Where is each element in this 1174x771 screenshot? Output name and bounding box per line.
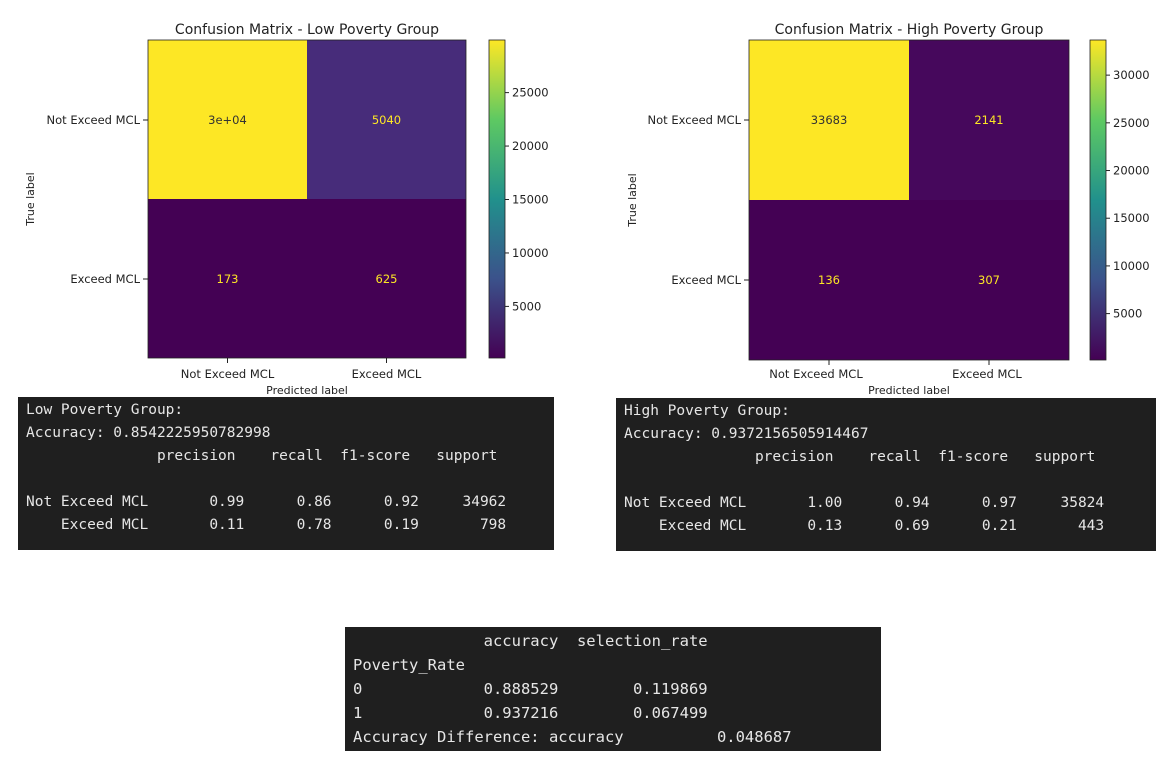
chart-title: Confusion Matrix - High Poverty Group: [775, 22, 1044, 38]
y-axis-label: True label: [24, 172, 37, 226]
colorbar-tick-label: 15000: [512, 193, 549, 207]
x-axis-label: Predicted label: [266, 384, 348, 397]
colorbar-ticks: 5000 10000 15000 20000 25000 30000: [1106, 68, 1150, 321]
metrics-line: Poverty_Rate: [353, 656, 465, 674]
cell-1-0: [749, 200, 909, 360]
confusion-matrix-high: Confusion Matrix - High Poverty Group 33…: [626, 22, 1150, 397]
colorbar-ticks: 5000 10000 15000 20000 25000: [505, 86, 549, 313]
cells: [749, 40, 1069, 360]
colorbar-tick-label: 5000: [512, 299, 541, 313]
colorbar-tick-label: 10000: [512, 246, 549, 260]
cell-label-0-1: 2141: [974, 113, 1003, 127]
colorbar-tick-label: 20000: [1113, 164, 1150, 178]
x-tick-label-0: Not Exceed MCL: [769, 367, 863, 381]
report-line: Accuracy: 0.9372156505914467: [624, 426, 869, 442]
report-line: Exceed MCL 0.11 0.78 0.19 798: [26, 517, 507, 533]
confusion-matrix-low: Confusion Matrix - Low Poverty Group 3e+…: [24, 22, 549, 397]
y-tick-label-1: Exceed MCL: [70, 272, 140, 286]
y-tick-label-1: Exceed MCL: [671, 273, 741, 287]
colorbar: [488, 39, 506, 359]
cell-0-0: [749, 40, 909, 200]
cells: [148, 40, 466, 358]
x-tick-label-1: Exceed MCL: [952, 367, 1022, 381]
high-report-lines: High Poverty Group: Accuracy: 0.93721565…: [616, 398, 1156, 538]
cell-label-0-0: 33683: [811, 113, 848, 127]
x-tick-label-1: Exceed MCL: [352, 367, 422, 381]
y-tick-label-0: Not Exceed MCL: [648, 113, 742, 127]
colorbar: [1089, 39, 1107, 361]
colorbar-tick-label: 25000: [1113, 116, 1150, 130]
cell-0-0: [148, 40, 307, 199]
chart-title: Confusion Matrix - Low Poverty Group: [175, 22, 439, 38]
report-line: Exceed MCL 0.13 0.69 0.21 443: [624, 518, 1105, 534]
colorbar-tick-label: 15000: [1113, 211, 1150, 225]
colorbar-tick-label: 10000: [1113, 259, 1150, 273]
report-line: precision recall f1-score support: [26, 448, 498, 464]
metrics-line: 1 0.937216 0.067499: [353, 704, 708, 722]
metrics-line: accuracy selection_rate: [353, 632, 708, 650]
colorbar-tick-label: 30000: [1113, 68, 1150, 82]
report-line: Not Exceed MCL 1.00 0.94 0.97 35824: [624, 495, 1105, 511]
colorbar-tick-label: 20000: [512, 139, 549, 153]
cell-1-1: [307, 199, 466, 358]
metrics-line: 0 0.888529 0.119869: [353, 680, 708, 698]
plot-frame: [748, 39, 1070, 361]
cell-label-1-0: 136: [818, 273, 840, 287]
report-line: Low Poverty Group:: [26, 402, 184, 418]
metrics-lines: accuracy selection_rate Poverty_Rate 0 0…: [345, 627, 881, 749]
cell-label-1-1: 307: [978, 273, 1000, 287]
y-tick-label-0: Not Exceed MCL: [47, 113, 141, 127]
report-line: precision recall f1-score support: [624, 449, 1096, 465]
report-line: Accuracy: 0.8542225950782998: [26, 425, 271, 441]
cell-1-0: [148, 199, 307, 358]
plot-frame: [147, 39, 467, 359]
cell-label-1-1: 625: [376, 272, 398, 286]
cell-label-0-1: 5040: [372, 113, 401, 127]
colorbar-tick-label: 5000: [1113, 307, 1142, 321]
x-tick-label-0: Not Exceed MCL: [181, 367, 275, 381]
cell-label-1-0: 173: [217, 272, 239, 286]
low-poverty-report: Low Poverty Group: Accuracy: 0.854222595…: [18, 397, 554, 550]
cell-0-1: [909, 40, 1069, 200]
y-axis-label: True label: [626, 173, 639, 227]
fairness-metrics-output: accuracy selection_rate Poverty_Rate 0 0…: [345, 627, 881, 751]
report-line: High Poverty Group:: [624, 403, 790, 419]
x-axis-label: Predicted label: [868, 384, 950, 397]
low-report-lines: Low Poverty Group: Accuracy: 0.854222595…: [18, 397, 554, 537]
cell-1-1: [909, 200, 1069, 360]
cell-label-0-0: 3e+04: [208, 113, 247, 127]
report-line: Not Exceed MCL 0.99 0.86 0.92 34962: [26, 494, 507, 510]
high-poverty-report: High Poverty Group: Accuracy: 0.93721565…: [616, 398, 1156, 551]
cell-0-1: [307, 40, 466, 199]
metrics-line: Accuracy Difference: accuracy 0.048687: [353, 728, 792, 746]
colorbar-tick-label: 25000: [512, 86, 549, 100]
